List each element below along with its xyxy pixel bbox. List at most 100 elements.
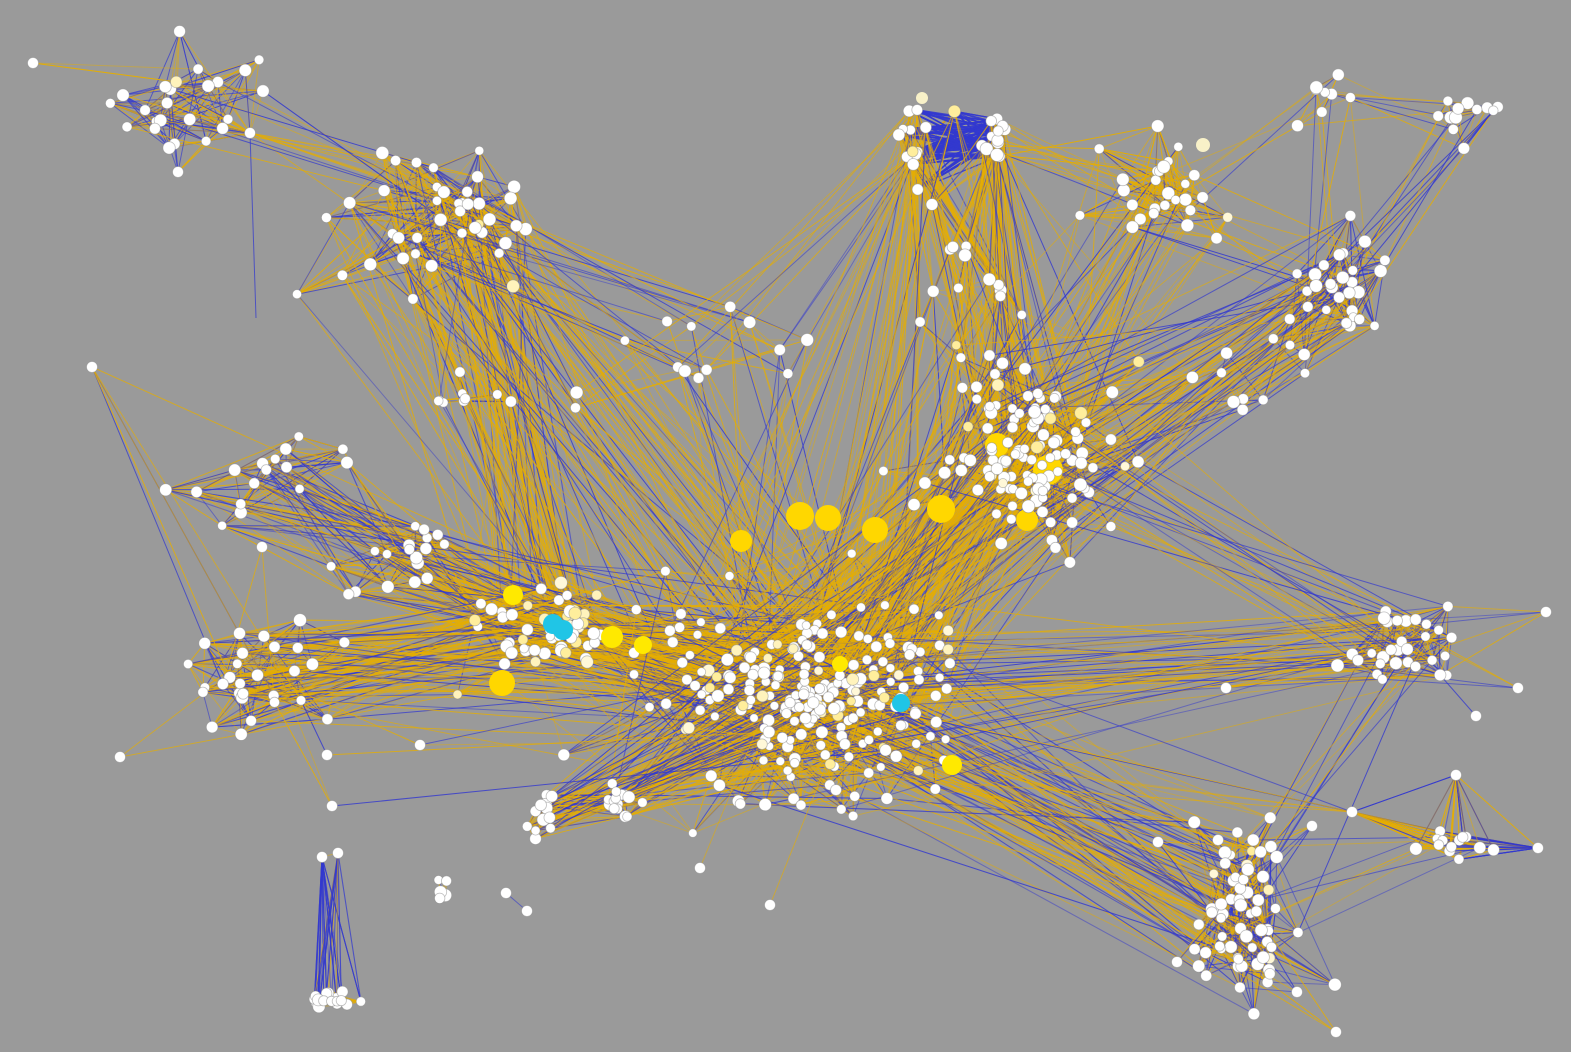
graph-node xyxy=(1420,631,1431,642)
graph-node xyxy=(927,495,955,523)
graph-node xyxy=(929,689,942,702)
graph-node xyxy=(1073,477,1088,492)
graph-node xyxy=(1006,421,1019,434)
graph-node xyxy=(1262,884,1275,896)
graph-node xyxy=(1389,656,1403,670)
graph-node xyxy=(1373,264,1388,278)
graph-node xyxy=(994,536,1008,550)
graph-node xyxy=(139,104,151,116)
graph-node xyxy=(392,231,406,245)
graph-node xyxy=(260,464,272,476)
graph-node xyxy=(148,122,161,135)
graph-nodes[interactable] xyxy=(27,25,1552,1038)
graph-node xyxy=(498,236,513,250)
graph-node xyxy=(534,798,547,812)
graph-node xyxy=(686,321,697,332)
graph-node xyxy=(788,643,799,654)
graph-node xyxy=(884,638,896,649)
graph-node xyxy=(942,643,954,656)
graph-node xyxy=(954,463,968,477)
graph-node xyxy=(216,122,229,135)
graph-node xyxy=(694,704,706,716)
graph-node xyxy=(982,272,997,287)
graph-node xyxy=(233,627,246,640)
graph-node xyxy=(951,340,962,351)
graph-node xyxy=(471,170,484,184)
graph-node xyxy=(1016,509,1038,531)
graph-node xyxy=(742,315,757,329)
graph-node xyxy=(925,198,939,211)
graph-node xyxy=(1159,199,1171,211)
graph-node xyxy=(1134,212,1147,226)
graph-node xyxy=(816,627,829,640)
graph-node xyxy=(1421,618,1432,630)
graph-node xyxy=(877,656,889,667)
graph-node xyxy=(244,127,256,139)
graph-node xyxy=(382,549,392,559)
graph-highlight-nodes[interactable] xyxy=(503,92,1210,775)
graph-node xyxy=(1369,320,1380,331)
graph-node xyxy=(522,600,533,611)
graph-node xyxy=(970,380,983,393)
graph-node xyxy=(293,613,307,627)
graph-node xyxy=(1366,648,1377,659)
graph-node xyxy=(1126,198,1139,211)
graph-node xyxy=(1512,682,1524,694)
graph-node xyxy=(937,466,952,480)
graph-node xyxy=(714,622,727,635)
graph-node xyxy=(878,465,889,477)
graph-node xyxy=(337,443,349,455)
graph-node xyxy=(325,561,337,572)
graph-node xyxy=(1352,654,1365,667)
graph-node xyxy=(1208,868,1219,879)
graph-node xyxy=(744,651,757,664)
graph-node xyxy=(377,184,391,197)
graph-node xyxy=(870,640,883,653)
graph-node xyxy=(338,636,351,649)
graph-node xyxy=(941,683,953,695)
graph-node xyxy=(836,804,847,815)
graph-node xyxy=(408,575,422,589)
graph-node xyxy=(675,608,687,620)
graph-node xyxy=(813,665,824,676)
graph-node xyxy=(688,828,698,838)
graph-node xyxy=(798,668,810,680)
graph-node xyxy=(689,680,701,692)
graph-node xyxy=(288,665,301,678)
graph-node xyxy=(1014,486,1028,500)
graph-node xyxy=(1309,80,1324,95)
graph-node xyxy=(170,75,183,89)
graph-node xyxy=(756,738,768,750)
graph-node xyxy=(772,670,784,682)
graph-node xyxy=(468,614,481,627)
graph-node xyxy=(1302,301,1314,313)
graph-node xyxy=(801,620,811,630)
graph-node xyxy=(991,508,1002,520)
graph-node xyxy=(730,644,743,657)
graph-node xyxy=(183,112,197,126)
graph-node xyxy=(713,778,726,792)
graph-node xyxy=(834,625,848,639)
graph-node xyxy=(1450,769,1462,781)
graph-node xyxy=(861,654,873,666)
graph-node xyxy=(1045,452,1056,463)
graph-node xyxy=(492,389,503,400)
graph-node xyxy=(815,740,827,751)
graph-node xyxy=(173,25,186,38)
graph-node xyxy=(1353,313,1366,325)
graph-node xyxy=(489,670,515,696)
graph-node xyxy=(827,702,841,716)
graph-node xyxy=(1188,169,1201,182)
graph-node xyxy=(826,609,837,620)
graph-node xyxy=(918,476,932,490)
graph-node xyxy=(1216,367,1227,379)
graph-node xyxy=(1093,143,1105,155)
graph-node xyxy=(234,727,248,741)
graph-node xyxy=(984,471,996,483)
graph-node xyxy=(908,603,920,615)
graph-node xyxy=(121,121,133,133)
graph-node xyxy=(321,749,333,761)
graph-node xyxy=(797,688,810,701)
